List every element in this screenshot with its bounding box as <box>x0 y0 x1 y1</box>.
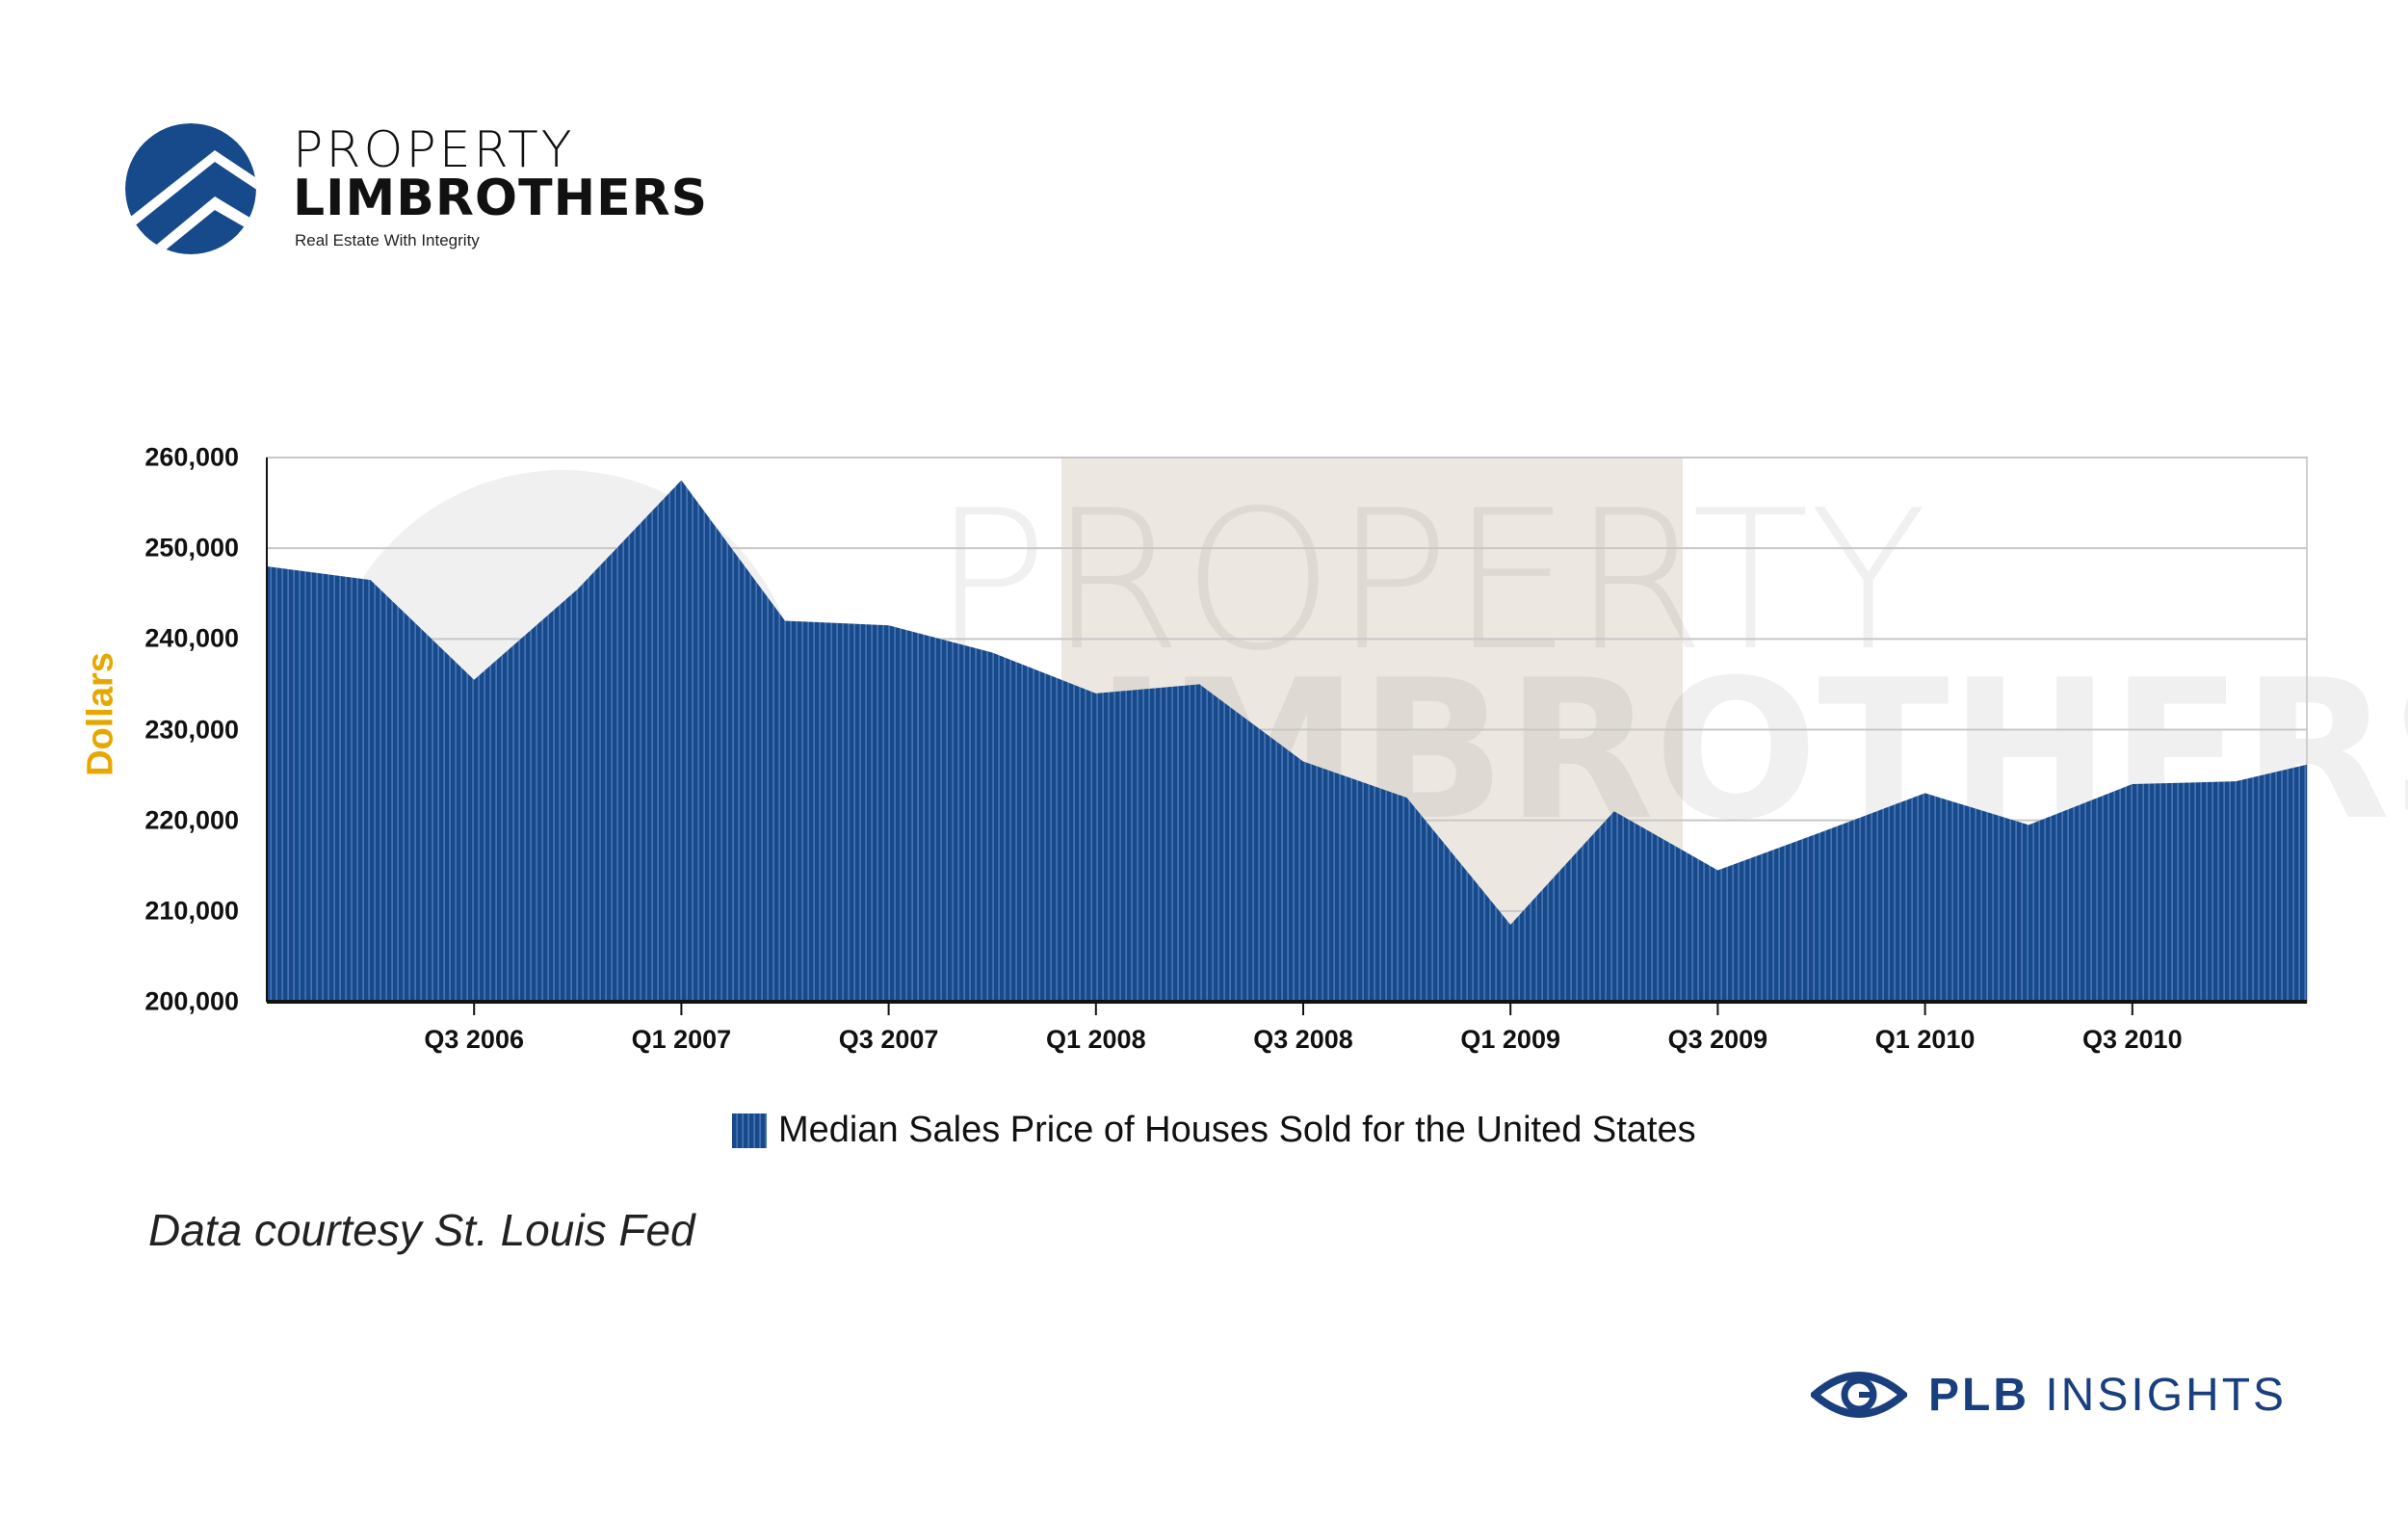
x-tick-label: Q3 2008 <box>1253 1025 1353 1054</box>
x-tick-label: Q1 2007 <box>631 1025 732 1054</box>
y-tick-label: 250,000 <box>144 533 239 563</box>
series-area <box>267 480 2307 1002</box>
x-tick-label: Q3 2007 <box>838 1025 939 1054</box>
y-tick-label: 220,000 <box>144 805 239 835</box>
logo-text-limbrothers: LIMBROTHERS <box>293 170 709 227</box>
plb-label: PLB <box>1928 1369 2029 1421</box>
x-tick-label: Q1 2008 <box>1046 1025 1146 1054</box>
source-note: Data courtesy St. Louis Fed <box>148 1205 695 1255</box>
y-tick-label: 210,000 <box>144 896 239 926</box>
legend: Median Sales Price of Houses Sold for th… <box>732 1110 1696 1151</box>
svg-text:PROPERTY: PROPERTY <box>932 469 1927 694</box>
x-tick-label: Q3 2006 <box>424 1025 524 1054</box>
eye-icon <box>1811 1372 1907 1418</box>
x-tick-label: Q3 2009 <box>1667 1025 1768 1054</box>
logo-tagline: Real Estate With Integrity <box>295 231 480 249</box>
insights-label: INSIGHTS <box>2045 1369 2288 1421</box>
x-tick-label: Q1 2009 <box>1460 1025 1560 1054</box>
y-tick-label: 240,000 <box>144 623 239 653</box>
x-tick-label: Q1 2010 <box>1874 1025 1976 1054</box>
y-axis-label: Dollars <box>80 652 121 776</box>
logo-text-property: PROPERTY <box>293 121 575 179</box>
y-tick-label: 260,000 <box>144 442 239 472</box>
legend-label: Median Sales Price of Houses Sold for th… <box>778 1110 1696 1150</box>
plb-insights-logo: PLB INSIGHTS <box>1811 1366 2287 1424</box>
x-tick-label: Q3 2010 <box>2082 1025 2183 1054</box>
y-tick-label: 230,000 <box>144 715 239 744</box>
legend-swatch <box>732 1113 767 1148</box>
property-limbrothers-logo-icon <box>125 123 256 254</box>
y-tick-label: 200,000 <box>144 986 239 1016</box>
